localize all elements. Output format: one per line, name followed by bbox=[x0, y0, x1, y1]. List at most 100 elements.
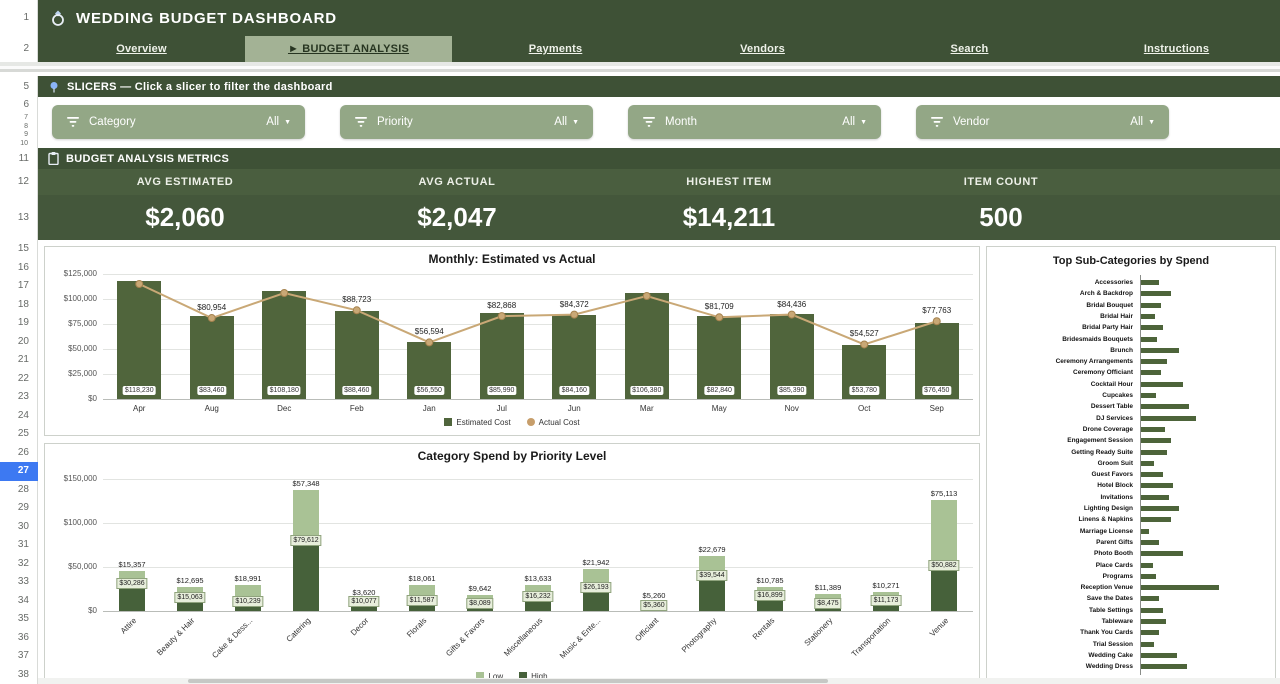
bar-value-label: $106,380 bbox=[630, 386, 664, 395]
slicer-category[interactable]: Category All ▼ bbox=[52, 105, 305, 139]
row-header-36[interactable]: 36 bbox=[17, 631, 29, 643]
monthly-estimated-vs-actual-chart[interactable]: Monthly: Estimated vs Actual $0 $25,000 $50… bbox=[44, 246, 980, 436]
row-header-26[interactable]: 26 bbox=[17, 446, 29, 458]
spend-bar bbox=[1141, 381, 1184, 387]
spend-bar bbox=[1141, 449, 1167, 455]
slicer-priority[interactable]: Priority All ▼ bbox=[340, 105, 593, 139]
spend-bar bbox=[1141, 291, 1171, 297]
row-header-gutter[interactable]: 1 2 5 6 7 8 9 10 11 12 13 15 16 17 18 19 20 21 22 23 24 25 26 2… bbox=[0, 0, 38, 684]
row-header-38[interactable]: 38 bbox=[17, 668, 29, 680]
slicer-value[interactable]: All bbox=[266, 116, 280, 128]
row-header-27[interactable]: 27 bbox=[0, 462, 38, 481]
low-value-label: $21,942 bbox=[582, 557, 610, 567]
high-value-label: $26,193 bbox=[580, 581, 612, 593]
subcategory-label: Ceremony Officiant bbox=[1073, 369, 1133, 377]
dropdown-caret-icon: ▼ bbox=[284, 118, 291, 126]
row-header-2[interactable]: 2 bbox=[23, 43, 29, 54]
tab-payments[interactable]: Payments bbox=[452, 36, 659, 62]
y-axis-tick-label: $100,000 bbox=[63, 518, 97, 527]
high-priority-bar bbox=[699, 576, 725, 611]
slicer-vendor[interactable]: Vendor All ▼ bbox=[916, 105, 1169, 139]
low-value-label: $18,991 bbox=[234, 574, 262, 584]
line-value-label: $81,709 bbox=[704, 302, 734, 312]
dashboard-title-bar: WEDDING BUDGET DASHBOARD bbox=[38, 0, 1280, 36]
legend-label: High bbox=[531, 672, 548, 681]
high-value-label: $39,544 bbox=[696, 570, 728, 582]
row-header-34[interactable]: 34 bbox=[17, 594, 29, 606]
subcategory-label: Table Settings bbox=[1089, 606, 1133, 614]
slicer-month[interactable]: Month All ▼ bbox=[628, 105, 881, 139]
subcategory-label: Tableware bbox=[1101, 618, 1133, 625]
filter-icon bbox=[642, 116, 656, 128]
row-header-12[interactable]: 12 bbox=[17, 176, 29, 187]
row-header-11[interactable]: 11 bbox=[18, 153, 29, 164]
high-value-label: $11,173 bbox=[870, 595, 902, 607]
row-header-24[interactable]: 24 bbox=[17, 409, 29, 421]
row-header-32[interactable]: 32 bbox=[17, 557, 29, 569]
row-header-1[interactable]: 1 bbox=[23, 12, 29, 23]
slicer-value[interactable]: All bbox=[1130, 116, 1144, 128]
row-header-35[interactable]: 35 bbox=[17, 613, 29, 624]
slicer-value[interactable]: All bbox=[842, 116, 856, 128]
metric-value-item-count: 500 bbox=[979, 202, 1023, 232]
row-header-30[interactable]: 30 bbox=[17, 520, 29, 532]
row-header-29[interactable]: 29 bbox=[17, 502, 29, 513]
row-header-9[interactable]: 9 bbox=[24, 131, 28, 138]
metric-value-highest-item: $14,211 bbox=[682, 202, 776, 232]
horizontal-scrollbar[interactable] bbox=[38, 678, 1280, 684]
row-header-18[interactable]: 18 bbox=[17, 298, 29, 310]
row-header-33[interactable]: 33 bbox=[17, 576, 29, 587]
spend-bar bbox=[1141, 562, 1153, 568]
subcategory-label: Cupcakes bbox=[1102, 392, 1133, 399]
top-subcategories-by-spend-chart[interactable]: Top Sub-Categories by Spend Accessories Ar… bbox=[986, 246, 1276, 684]
row-header-10[interactable]: 10 bbox=[20, 140, 28, 147]
dropdown-caret-icon: ▼ bbox=[572, 118, 579, 126]
row-header-23[interactable]: 23 bbox=[17, 391, 29, 402]
category-spend-by-priority-chart[interactable]: Category Spend by Priority Level $0 $50,00… bbox=[44, 443, 980, 684]
x-axis-label: Nov bbox=[784, 404, 799, 413]
row-header-17[interactable]: 17 bbox=[17, 280, 29, 291]
chart2-title: Category Spend by Priority Level bbox=[417, 449, 607, 463]
y-axis-tick-label: $0 bbox=[88, 394, 97, 403]
slicer-value[interactable]: All bbox=[554, 116, 568, 128]
row-header-6[interactable]: 6 bbox=[23, 99, 29, 110]
estimated-cost-bar bbox=[624, 292, 669, 399]
row-header-31[interactable]: 31 bbox=[17, 539, 29, 550]
row-header-22[interactable]: 22 bbox=[17, 372, 29, 384]
high-value-label: $8,475 bbox=[814, 597, 842, 609]
row-header-37[interactable]: 37 bbox=[17, 650, 29, 661]
tab-search[interactable]: Search bbox=[866, 36, 1073, 62]
row-header-21[interactable]: 21 bbox=[17, 354, 29, 365]
subcategory-label: Wedding Cake bbox=[1088, 651, 1133, 659]
x-axis-label: Apr bbox=[133, 404, 146, 413]
gridline bbox=[103, 611, 973, 612]
tab-overview[interactable]: Overview bbox=[38, 36, 245, 62]
row-header-16[interactable]: 16 bbox=[17, 261, 29, 273]
spend-bar bbox=[1141, 347, 1180, 353]
subcategory-label: Hotel Block bbox=[1097, 482, 1133, 490]
row-header-13[interactable]: 13 bbox=[17, 212, 29, 223]
metric-label-avg-estimated: AVG ESTIMATED bbox=[136, 176, 234, 188]
spend-bar bbox=[1141, 460, 1155, 466]
tab-budget-analysis[interactable]: ► BUDGET ANALYSIS bbox=[245, 36, 452, 62]
row-header-7[interactable]: 7 bbox=[24, 114, 28, 121]
slicer-name: Month bbox=[665, 116, 697, 128]
bar-value-label: $83,460 bbox=[197, 386, 227, 395]
spend-bar bbox=[1141, 506, 1180, 511]
tab-instructions[interactable]: Instructions bbox=[1073, 36, 1280, 62]
y-axis-tick-label: $50,000 bbox=[68, 344, 97, 353]
tab-vendors[interactable]: Vendors bbox=[659, 36, 866, 62]
row-header-20[interactable]: 20 bbox=[17, 335, 29, 347]
subcategory-label: Cocktail Hour bbox=[1090, 380, 1133, 388]
row-header-25[interactable]: 25 bbox=[17, 428, 29, 439]
high-value-label: $5,360 bbox=[640, 600, 668, 612]
row-header-28[interactable]: 28 bbox=[17, 483, 29, 495]
row-header-19[interactable]: 19 bbox=[17, 317, 29, 328]
high-value-label: $16,899 bbox=[754, 590, 786, 602]
scrollbar-thumb[interactable] bbox=[188, 679, 828, 683]
row-header-5[interactable]: 5 bbox=[23, 81, 29, 92]
row-header-8[interactable]: 8 bbox=[24, 123, 28, 130]
high-priority-bar bbox=[583, 587, 609, 611]
subcategory-label: Bridal Hair bbox=[1100, 312, 1133, 320]
row-header-15[interactable]: 15 bbox=[17, 243, 29, 254]
